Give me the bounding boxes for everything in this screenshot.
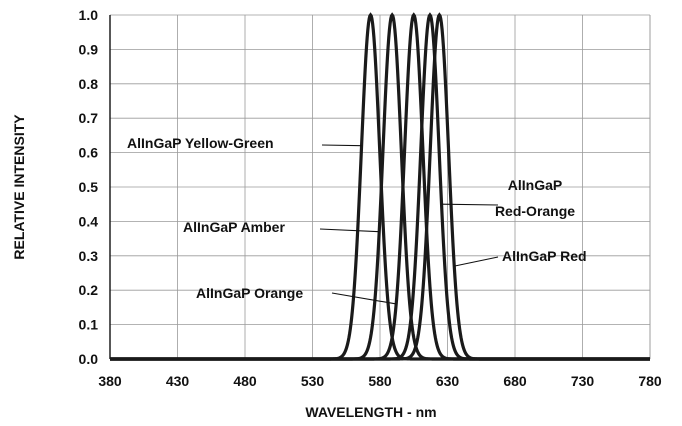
y-tick-labels: 0.0 0.1 0.2 0.3 0.4 0.5 0.6 0.7 0.8 0.9 1.0 (79, 7, 99, 367)
y-tick-label: 0.1 (79, 317, 99, 333)
annotation-label: AlInGaP Yellow-Green (127, 135, 274, 151)
y-tick-label: 0.8 (79, 76, 99, 92)
annotation-label: AlInGaP Red (502, 248, 587, 264)
annotation-leader (441, 203, 499, 206)
x-tick-label: 530 (301, 373, 325, 389)
y-tick-label: 0.0 (79, 351, 99, 367)
x-tick-label: 580 (368, 373, 392, 389)
y-tick-label: 0.2 (79, 282, 99, 298)
y-tick-label: 0.4 (79, 213, 99, 229)
annotation-label: AlInGaP Red-Orange (495, 177, 575, 219)
y-tick-label: 0.5 (79, 179, 99, 195)
series-curve-5 (110, 12, 650, 361)
annotations: AlInGaP Yellow-Green AlInGaP Amber AlInGaP… (127, 135, 587, 305)
x-tick-label: 430 (166, 373, 190, 389)
x-axis-label: WAVELENGTH - nm (305, 404, 436, 420)
annotation-leader (319, 228, 380, 233)
y-tick-label: 0.6 (79, 145, 99, 161)
y-tick-label: 0.9 (79, 41, 99, 57)
x-tick-label: 680 (503, 373, 527, 389)
annotation-leader (331, 292, 397, 305)
x-tick-label: 380 (98, 373, 122, 389)
annotation-line: Red-Orange (495, 203, 575, 219)
y-tick-label: 0.3 (79, 248, 99, 264)
annotation-leader (321, 144, 362, 147)
x-tick-label: 780 (638, 373, 662, 389)
y-tick-label: 1.0 (79, 7, 99, 23)
annotation-label: AlInGaP Amber (183, 219, 285, 235)
series-curves (110, 12, 650, 361)
annotation-label: AlInGaP Orange (196, 285, 303, 301)
x-tick-label: 730 (571, 373, 595, 389)
y-axis-label: RELATIVE INTENSITY (11, 114, 27, 260)
y-tick-label: 0.7 (79, 110, 99, 126)
annotation-line: AlInGaP (508, 177, 562, 193)
x-tick-labels: 380 430 480 530 580 630 680 730 780 (98, 373, 662, 389)
annotation-leader (454, 256, 499, 267)
x-tick-label: 480 (233, 373, 257, 389)
x-tick-label: 630 (436, 373, 460, 389)
